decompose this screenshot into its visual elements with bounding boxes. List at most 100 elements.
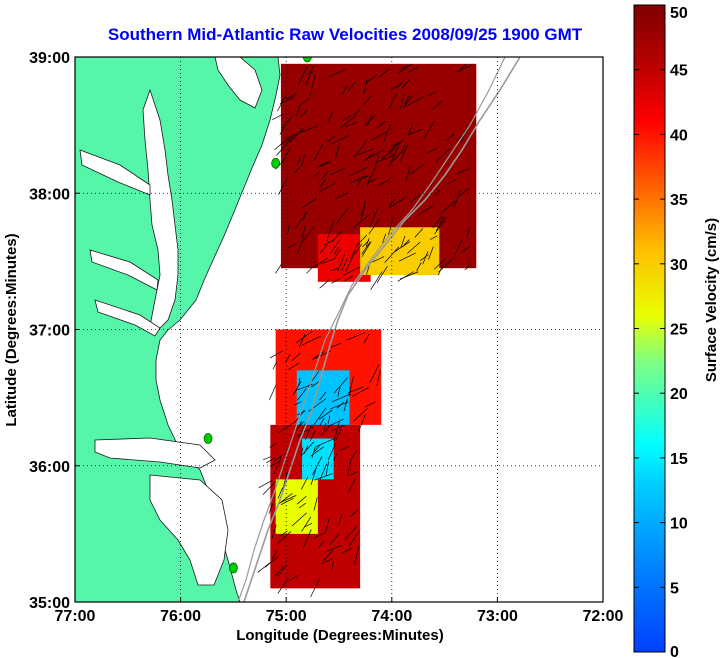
velocity-arrow	[326, 220, 335, 242]
velocity-arrow	[348, 471, 358, 477]
velocity-arrow	[428, 91, 436, 97]
velocity-arrow	[353, 109, 361, 116]
velocity-arrow	[364, 153, 373, 162]
velocity-arrow	[410, 194, 422, 203]
y-tick-label: 38:00	[29, 186, 70, 203]
colorbar: 0 5 10 15 20 25 30 35 40 45 50 Surface Velocity (c…	[633, 4, 720, 659]
colorbar-tick-label: 50	[670, 5, 688, 22]
velocity-arrow	[369, 364, 380, 384]
albemarle-sound	[94, 437, 216, 469]
bathymetry-contour	[243, 57, 521, 602]
radar-station-marker	[271, 157, 281, 169]
velocity-arrow	[343, 398, 348, 411]
velocity-arrow	[313, 407, 327, 426]
velocity-arrow	[361, 241, 371, 255]
velocity-arrow	[313, 171, 321, 178]
velocity-arrow	[363, 79, 368, 95]
velocity-arrow	[383, 124, 391, 142]
velocity-arrow	[302, 529, 312, 549]
velocity-arrow	[437, 264, 444, 276]
velocity-arrow	[268, 503, 274, 514]
velocity-arrow	[372, 256, 385, 263]
velocity-arrow	[407, 66, 419, 73]
velocity-arrow	[289, 127, 305, 143]
velocity-arrow	[368, 173, 374, 182]
velocity-arrow	[422, 251, 429, 265]
velocity-arrow	[456, 63, 467, 73]
velocity-arrow	[329, 533, 340, 546]
velocity-arrow	[297, 156, 302, 165]
velocity-arrow	[277, 531, 292, 544]
x-tick-label: 76:00	[160, 608, 201, 625]
velocity-arrow	[321, 425, 331, 436]
velocity-arrow	[343, 275, 353, 282]
velocity-arrow	[280, 495, 297, 503]
velocity-arrow	[269, 350, 284, 359]
potomac-inlet	[79, 149, 151, 196]
velocity-arrow	[331, 393, 351, 403]
velocity-arrow	[319, 244, 328, 254]
velocity-arrow	[466, 226, 470, 238]
velocity-arrow	[327, 415, 331, 424]
colorbar-tick-label: 20	[670, 386, 688, 403]
velocity-arrow	[361, 241, 372, 257]
velocity-arrow	[328, 418, 344, 427]
velocity-arrow	[390, 83, 403, 90]
velocity-arrow	[366, 115, 373, 126]
velocity-arrow	[333, 420, 340, 442]
velocity-arrow	[258, 480, 273, 489]
velocity-arrow	[269, 384, 277, 401]
velocity-arrow	[274, 566, 285, 577]
velocity-arrow	[409, 164, 425, 175]
velocity-arrow	[368, 218, 380, 235]
velocity-arrow	[313, 144, 324, 161]
velocity-arrow	[321, 558, 334, 565]
x-tick-label: 73:00	[477, 608, 518, 625]
velocity-arrow	[423, 120, 435, 140]
y-tick-label: 36:00	[29, 459, 70, 476]
velocity-arrow	[309, 73, 316, 96]
chart-title: Southern Mid-Atlantic Raw Velocities 200…	[108, 25, 583, 44]
velocity-arrow	[362, 95, 372, 106]
colorbar-ticks: 0 5 10 15 20 25 30 35 40 45 50	[634, 4, 688, 659]
velocity-arrow	[400, 93, 405, 109]
velocity-arrow	[434, 258, 446, 270]
velocity-arrow	[311, 380, 320, 388]
velocity-arrow	[262, 480, 277, 495]
velocity-arrow	[456, 64, 473, 73]
y-tick-label: 39:00	[29, 50, 70, 67]
velocity-arrow	[404, 95, 410, 105]
velocity-arrow	[342, 114, 352, 122]
velocity-arrow	[277, 577, 289, 594]
bathymetry-contour-shelf	[237, 57, 506, 602]
york-james-inlets	[89, 249, 161, 337]
velocity-arrow	[350, 450, 358, 460]
velocity-heatmap	[270, 63, 477, 589]
velocity-arrow	[266, 457, 276, 464]
velocity-arrow	[279, 126, 285, 135]
velocity-arrow	[349, 175, 368, 184]
velocity-arrow	[376, 370, 381, 387]
velocity-arrow	[300, 441, 315, 457]
velocity-arrow	[402, 239, 410, 248]
velocity-arrow	[296, 420, 302, 432]
velocity-arrow	[298, 422, 307, 440]
velocity-arrow	[306, 265, 315, 274]
velocity-arrow	[295, 107, 301, 117]
velocity-arrow	[312, 351, 325, 360]
velocity-arrow	[319, 278, 331, 289]
pamlico-sound	[149, 474, 229, 586]
velocity-arrow	[279, 530, 288, 537]
velocity-arrow	[358, 414, 366, 432]
velocity-arrow	[330, 267, 339, 272]
velocity-arrow	[272, 113, 284, 121]
velocity-arrow	[328, 69, 346, 78]
velocity-arrow	[388, 92, 398, 109]
velocity-arrow	[371, 131, 388, 141]
velocity-arrow	[288, 362, 300, 370]
velocity-arrow	[347, 82, 356, 92]
y-axis: 35:00 36:00 37:00 38:00 39:00	[29, 50, 80, 612]
velocity-arrow	[364, 114, 376, 126]
velocity-arrow	[293, 381, 302, 396]
velocity-arrow	[429, 235, 438, 240]
